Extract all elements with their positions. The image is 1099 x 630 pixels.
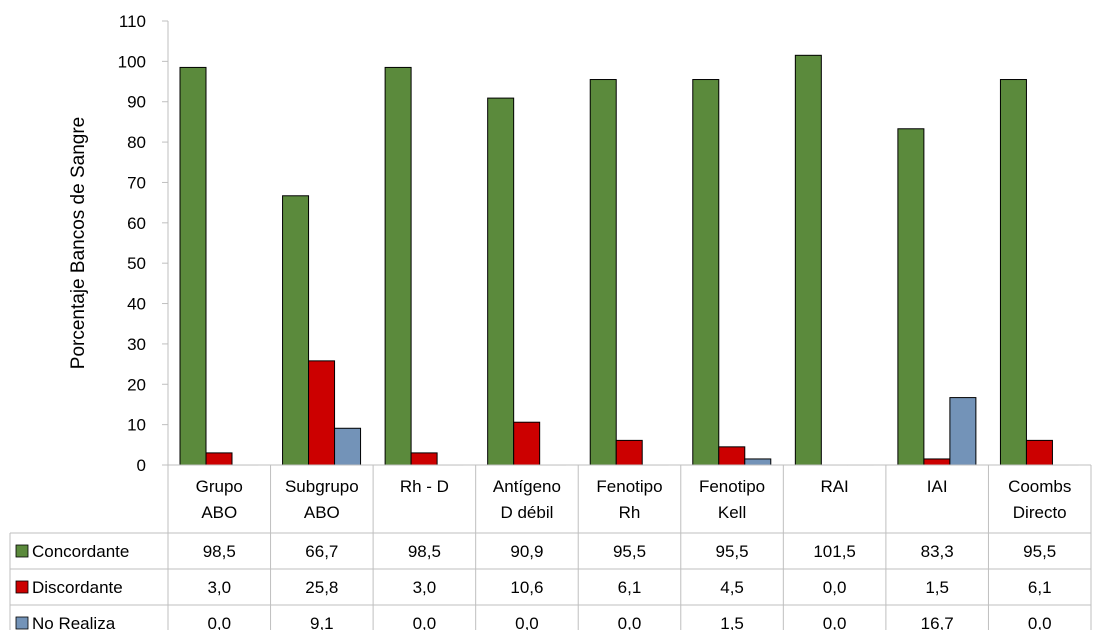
- bar-discordante: [923, 458, 951, 466]
- x-category-label: Fenotipo: [699, 477, 765, 496]
- y-axis-title: Porcentaje Bancos de Sangre: [68, 117, 89, 369]
- y-tick-label: 70: [127, 173, 146, 192]
- data-value-label: 16,7: [921, 614, 954, 630]
- bar-no-realiza: [334, 427, 362, 466]
- bar-concordante: [692, 79, 720, 466]
- x-category-label: Directo: [1013, 503, 1067, 522]
- x-category-label: Antígeno: [493, 477, 561, 496]
- y-tick-label: 80: [127, 133, 146, 152]
- y-tick-label: 20: [127, 375, 146, 394]
- y-tick-label: 90: [127, 93, 146, 112]
- bar-discordante: [615, 439, 643, 466]
- x-category-label: IAI: [927, 477, 948, 496]
- x-category-label: Rh - D: [400, 477, 449, 496]
- x-category-label: D débil: [500, 503, 553, 522]
- y-tick-label: 10: [127, 416, 146, 435]
- data-table: Grupo ABO Subgrupo ABO Rh - D Antígeno D débil…: [9, 464, 1092, 630]
- legend-swatch-no-realiza: [15, 616, 29, 630]
- data-value-label: 3,0: [413, 578, 437, 597]
- y-tick-label: 50: [127, 254, 146, 273]
- data-value-label: 1,5: [720, 614, 744, 630]
- data-value-label: 1,5: [925, 578, 949, 597]
- data-value-label: 10,6: [510, 578, 543, 597]
- bar-discordante: [1025, 439, 1053, 466]
- data-value-label: 95,5: [1023, 542, 1056, 561]
- data-value-label: 98,5: [203, 542, 236, 561]
- legend-swatch-discordante: [15, 580, 29, 594]
- bar-concordante: [282, 195, 310, 466]
- bar-discordante: [513, 421, 541, 466]
- x-category-label: ABO: [304, 503, 340, 522]
- x-category-label: Grupo: [196, 477, 243, 496]
- bar-discordante: [205, 452, 233, 466]
- data-value-label: 101,5: [813, 542, 856, 561]
- bar-concordante: [384, 66, 412, 466]
- y-tick-label: 100: [118, 52, 146, 71]
- bar-discordante: [410, 452, 438, 466]
- x-category-label: Fenotipo: [596, 477, 662, 496]
- data-value-label: 0,0: [207, 614, 231, 630]
- data-value-label: 0,0: [413, 614, 437, 630]
- data-value-label: 6,1: [618, 578, 642, 597]
- data-value-label: 0,0: [823, 578, 847, 597]
- legend-swatch-concordante: [15, 544, 29, 558]
- data-value-label: 6,1: [1028, 578, 1052, 597]
- x-category-label: RAI: [820, 477, 848, 496]
- y-tick-label: 0: [137, 456, 146, 475]
- bar-concordante: [794, 54, 822, 466]
- bar-no-realiza: [949, 397, 977, 466]
- data-value-label: 0,0: [618, 614, 642, 630]
- bar-concordante: [487, 97, 515, 466]
- bar-concordante: [999, 79, 1027, 466]
- data-value-label: 0,0: [823, 614, 847, 630]
- x-category-label: Coombs: [1008, 477, 1071, 496]
- bar-no-realiza: [744, 458, 772, 466]
- data-value-label: 95,5: [613, 542, 646, 561]
- legend-label: Concordante: [32, 542, 129, 561]
- bar-concordante: [589, 79, 617, 466]
- data-value-label: 0,0: [1028, 614, 1052, 630]
- x-category-label: Rh: [619, 503, 641, 522]
- bar-concordante: [179, 66, 207, 466]
- y-axis: 0 10 20 30 40 50 60 70 80 90 100 110: [118, 12, 169, 475]
- data-value-label: 3,0: [207, 578, 231, 597]
- data-value-label: 4,5: [720, 578, 744, 597]
- y-tick-label: 110: [119, 12, 146, 31]
- y-tick-label: 60: [127, 214, 146, 233]
- data-value-label: 0,0: [515, 614, 539, 630]
- y-tick-label: 40: [127, 295, 146, 314]
- plot-area: [179, 54, 1079, 466]
- legend-label: Discordante: [32, 578, 123, 597]
- x-category-label: Subgrupo: [285, 477, 359, 496]
- legend-label: No Realiza: [32, 614, 116, 630]
- data-value-label: 83,3: [921, 542, 954, 561]
- data-value-label: 90,9: [510, 542, 543, 561]
- bar-discordante: [718, 446, 746, 466]
- data-value-label: 25,8: [305, 578, 338, 597]
- data-value-label: 98,5: [408, 542, 441, 561]
- bar-concordante: [897, 128, 925, 466]
- data-value-label: 9,1: [310, 614, 334, 630]
- x-category-label: Kell: [718, 503, 746, 522]
- y-tick-label: 30: [127, 335, 146, 354]
- data-value-label: 66,7: [305, 542, 338, 561]
- bar-discordante: [308, 360, 336, 466]
- data-value-label: 95,5: [716, 542, 749, 561]
- x-category-label: ABO: [201, 503, 237, 522]
